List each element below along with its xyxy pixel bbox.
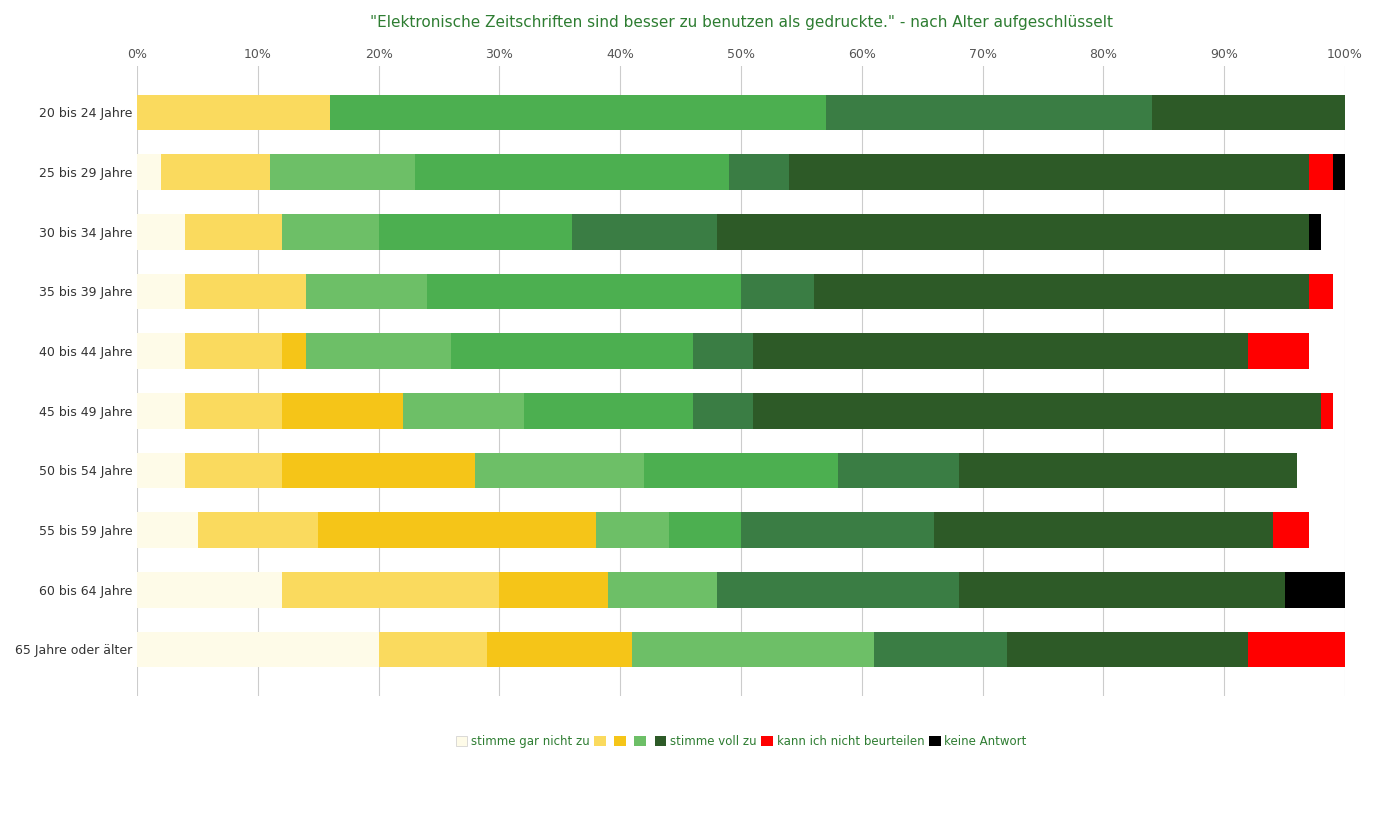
Bar <box>282 214 379 250</box>
Bar <box>282 333 306 369</box>
Bar <box>270 154 415 190</box>
Title: "Elektronische Zeitschriften sind besser zu benutzen als gedruckte." - nach Alte: "Elektronische Zeitschriften sind besser… <box>369 15 1112 30</box>
Bar <box>138 512 197 548</box>
Bar <box>138 95 331 131</box>
Bar <box>754 393 1322 429</box>
Bar <box>1152 95 1345 131</box>
Bar <box>186 453 282 489</box>
Bar <box>524 393 693 429</box>
Bar <box>813 274 1309 310</box>
Bar <box>331 95 825 131</box>
Bar <box>402 393 524 429</box>
Bar <box>138 572 282 608</box>
Bar <box>379 632 488 667</box>
Bar <box>1333 154 1345 190</box>
Bar <box>186 333 282 369</box>
Bar <box>282 453 475 489</box>
Bar <box>693 333 754 369</box>
Bar <box>1309 154 1333 190</box>
Bar <box>959 453 1297 489</box>
Bar <box>282 393 402 429</box>
Bar <box>729 154 790 190</box>
Bar <box>306 274 427 310</box>
Bar <box>186 393 282 429</box>
Bar <box>138 632 379 667</box>
Bar <box>138 453 186 489</box>
Bar <box>608 572 717 608</box>
Bar <box>790 154 1309 190</box>
Bar <box>1007 632 1248 667</box>
Bar <box>1309 274 1333 310</box>
Bar <box>1284 572 1345 608</box>
Bar <box>645 453 838 489</box>
Bar <box>754 333 1248 369</box>
Bar <box>1309 214 1322 250</box>
Bar <box>306 333 451 369</box>
Bar <box>138 154 161 190</box>
Bar <box>825 95 1152 131</box>
Bar <box>427 274 741 310</box>
Bar <box>138 333 186 369</box>
Bar <box>318 512 597 548</box>
Bar <box>161 154 270 190</box>
Bar <box>451 333 693 369</box>
Bar <box>138 274 186 310</box>
Bar <box>1248 632 1345 667</box>
Bar <box>1322 393 1333 429</box>
Bar <box>282 572 499 608</box>
Bar <box>499 572 608 608</box>
Bar <box>838 453 959 489</box>
Bar <box>874 632 1007 667</box>
Bar <box>934 512 1273 548</box>
Bar <box>959 572 1284 608</box>
Bar <box>379 214 572 250</box>
Bar <box>488 632 633 667</box>
Bar <box>717 572 959 608</box>
Bar <box>717 214 1309 250</box>
Bar <box>741 274 813 310</box>
Bar <box>197 512 318 548</box>
Bar <box>668 512 741 548</box>
Bar <box>138 393 186 429</box>
Bar <box>186 214 282 250</box>
Bar <box>633 632 874 667</box>
Bar <box>1273 512 1309 548</box>
Bar <box>138 214 186 250</box>
Bar <box>693 393 754 429</box>
Bar <box>572 214 717 250</box>
Bar <box>741 512 934 548</box>
Bar <box>186 274 306 310</box>
Bar <box>597 512 668 548</box>
Bar <box>415 154 729 190</box>
Bar <box>1248 333 1309 369</box>
Legend: stimme gar nicht zu, , , , stimme voll zu, kann ich nicht beurteilen, keine Antw: stimme gar nicht zu, , , , stimme voll z… <box>451 730 1031 753</box>
Bar <box>475 453 645 489</box>
